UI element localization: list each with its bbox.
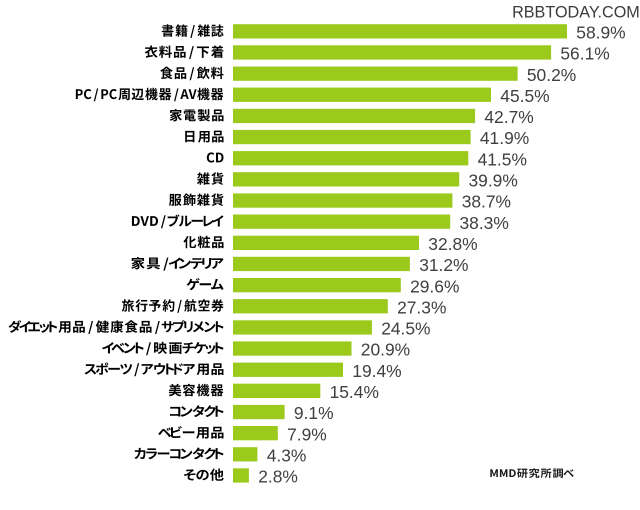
svg-text:50.2%: 50.2% [527,65,576,85]
svg-text:38.3%: 38.3% [460,213,509,233]
svg-text:27.3%: 27.3% [397,297,446,317]
svg-text:20.9%: 20.9% [361,340,410,360]
svg-text:7.9%: 7.9% [287,424,327,444]
svg-text:41.5%: 41.5% [478,149,527,169]
svg-text:29.6%: 29.6% [410,276,459,296]
svg-text:32.8%: 32.8% [428,234,477,254]
svg-text:24.5%: 24.5% [381,319,430,339]
svg-text:19.4%: 19.4% [352,361,401,381]
svg-text:31.2%: 31.2% [419,255,468,275]
svg-text:2.8%: 2.8% [258,467,298,487]
svg-text:41.9%: 41.9% [480,128,529,148]
svg-text:56.1%: 56.1% [560,44,609,64]
svg-text:38.7%: 38.7% [462,192,511,212]
svg-text:15.4%: 15.4% [330,382,379,402]
svg-text:RBBTODAY.COM: RBBTODAY.COM [512,3,640,21]
svg-text:9.1%: 9.1% [294,403,334,423]
svg-text:42.7%: 42.7% [484,107,533,127]
svg-text:45.5%: 45.5% [500,86,549,106]
svg-text:4.3%: 4.3% [267,446,307,466]
svg-text:39.9%: 39.9% [469,171,518,191]
svg-text:58.9%: 58.9% [576,23,625,43]
